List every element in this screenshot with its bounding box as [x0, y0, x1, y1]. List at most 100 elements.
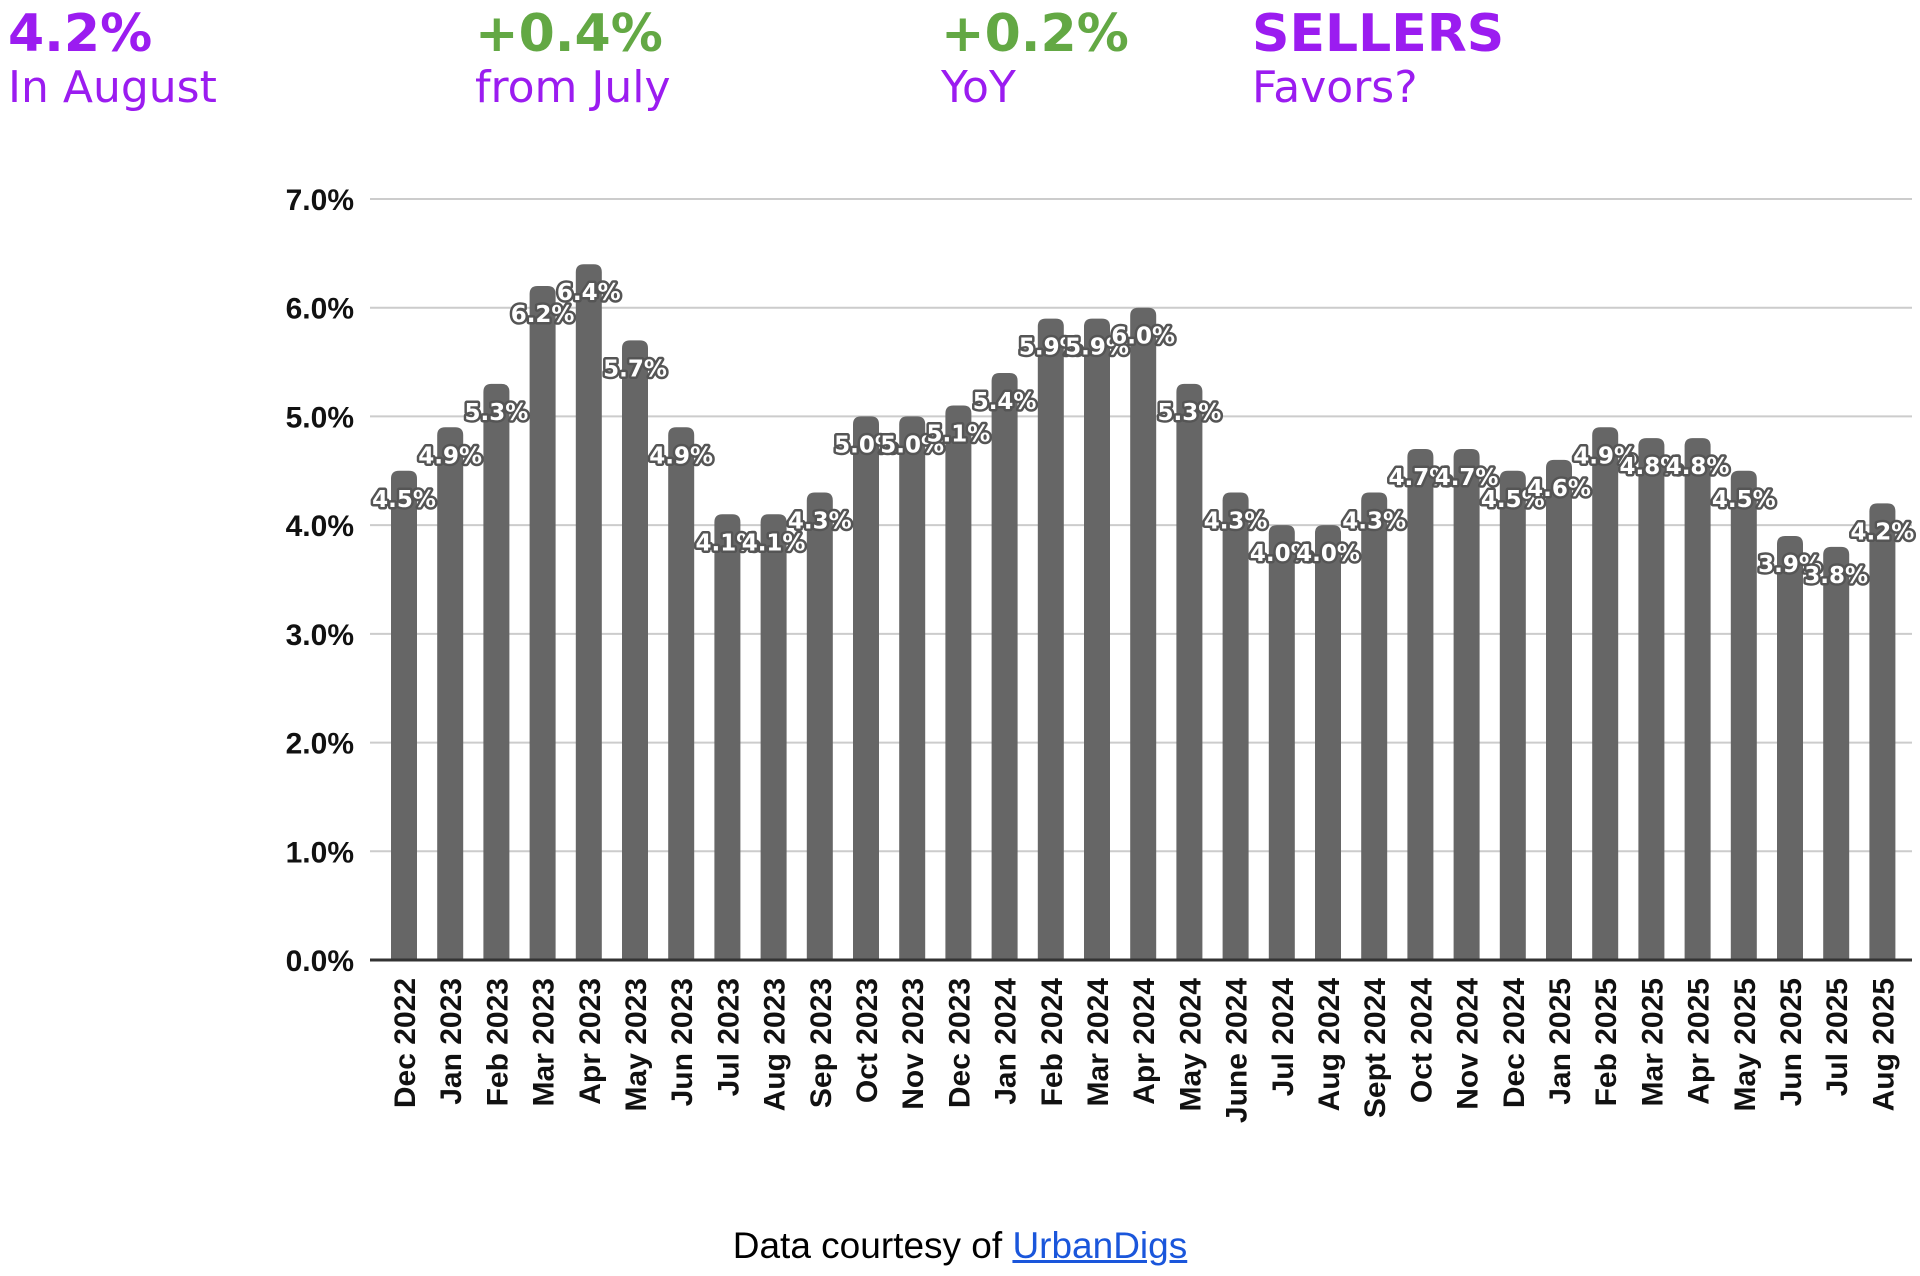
data-label: 4.5% [372, 487, 436, 513]
x-tick-label: Dec 2023 [943, 978, 976, 1108]
data-label: 5.4% [973, 389, 1037, 415]
x-tick-label: Aug 2025 [1867, 978, 1900, 1111]
data-label: 3.8% [1804, 563, 1868, 589]
data-label: 4.3% [1342, 509, 1406, 535]
x-tick-label: Nov 2024 [1452, 978, 1485, 1110]
data-label: 5.0% [834, 432, 898, 458]
x-tick-label: Jan 2023 [435, 978, 468, 1105]
data-label: 4.2% [1851, 519, 1915, 545]
bar [806, 492, 833, 960]
x-tick-label: June 2024 [1221, 978, 1254, 1123]
x-tick-label: Mar 2024 [1082, 978, 1115, 1107]
stat-yoy-change: +0.2% YoY [941, 6, 1129, 114]
bar [1084, 318, 1110, 961]
bar [1453, 449, 1480, 960]
data-label: 4.9% [649, 443, 713, 469]
data-label: 4.3% [788, 509, 852, 535]
bar [1037, 318, 1064, 961]
y-tick-label: 2.0% [286, 728, 354, 761]
x-tick-label: Jan 2025 [1544, 978, 1577, 1105]
stat-label: from July [475, 62, 671, 113]
bar [1268, 525, 1295, 960]
bar [1546, 459, 1572, 960]
bar [760, 514, 787, 960]
data-label: 4.9% [1573, 443, 1637, 469]
y-tick-label: 7.0% [286, 184, 354, 217]
bar [1499, 470, 1526, 960]
x-tick-label: Feb 2023 [481, 978, 514, 1106]
stat-value: +0.4% [475, 4, 663, 64]
bar [945, 405, 972, 960]
data-label: 5.9% [1019, 335, 1083, 361]
data-label: 4.1% [696, 530, 760, 556]
x-tick-label: May 2023 [620, 978, 653, 1111]
data-label: 4.5% [1481, 487, 1545, 513]
data-label: 4.3% [1204, 509, 1268, 535]
stat-market-favor: SELLERS Favors? [1252, 6, 1504, 114]
bar [1130, 307, 1157, 960]
x-tick-label: Aug 2023 [759, 978, 792, 1111]
stat-label: In August [8, 62, 217, 113]
y-tick-label: 1.0% [286, 836, 354, 869]
bars [391, 264, 1896, 961]
x-tick-label: Feb 2025 [1590, 978, 1623, 1106]
x-tick-label: Jul 2025 [1821, 978, 1854, 1096]
urbandigs-link[interactable]: UrbanDigs [1012, 1225, 1188, 1266]
x-tick-label: Dec 2024 [1498, 978, 1531, 1108]
data-label: 5.3% [1158, 400, 1222, 426]
data-label: 6.2% [511, 302, 575, 328]
y-tick-label: 0.0% [286, 945, 354, 978]
bar [529, 285, 556, 960]
data-label: 4.0% [1296, 541, 1360, 567]
x-tick-label: May 2025 [1729, 978, 1762, 1111]
x-tick-label: Jul 2024 [1267, 978, 1300, 1097]
bar [1222, 492, 1249, 960]
x-tick-label: Mar 2023 [528, 978, 561, 1106]
x-tick-label: Feb 2024 [1036, 978, 1069, 1107]
data-label: 5.7% [603, 356, 667, 382]
y-tick-label: 4.0% [286, 510, 354, 543]
bar [1361, 492, 1388, 960]
data-label: 4.7% [1435, 465, 1499, 491]
x-tick-label: Dec 2022 [389, 978, 422, 1108]
bar [714, 514, 741, 960]
data-label: 6.4% [557, 280, 621, 306]
bar [668, 427, 695, 960]
stat-monthly-change: +0.4% from July [475, 6, 671, 114]
data-label: 5.1% [927, 422, 991, 448]
x-tick-label: Jun 2025 [1775, 978, 1808, 1106]
stat-value: +0.2% [941, 4, 1129, 64]
data-label: 5.3% [465, 400, 529, 426]
x-tick-label: Aug 2024 [1313, 978, 1346, 1112]
stat-label: YoY [941, 62, 1016, 113]
data-label: 5.0% [880, 432, 944, 458]
x-tick-label: May 2024 [1174, 978, 1207, 1112]
data-label: 6.0% [1111, 324, 1175, 350]
x-axis-ticks: Dec 2022 Jan 2023 Feb 2023 Mar 2023 Apr 2023… [389, 978, 1900, 1123]
stat-value: 4.2% [8, 4, 153, 64]
bar [1730, 470, 1757, 960]
credit-text: Data courtesy of [732, 1225, 1013, 1266]
bar [622, 340, 648, 960]
stat-label: Favors? [1252, 62, 1418, 113]
bar [1407, 449, 1434, 960]
bar [1869, 503, 1896, 960]
bar [1777, 536, 1803, 960]
bar [1315, 525, 1341, 960]
x-tick-label: Apr 2025 [1683, 978, 1716, 1105]
x-tick-label: Oct 2024 [1405, 978, 1438, 1103]
x-tick-label: Sept 2024 [1359, 978, 1392, 1118]
data-labels: 4.5%4.9%5.3%6.2%6.4%5.7%4.9%4.1%4.1%4.3%… [370, 278, 1917, 592]
data-label: 4.7% [1389, 465, 1453, 491]
y-tick-label: 3.0% [286, 619, 354, 652]
y-tick-label: 5.0% [286, 401, 354, 434]
x-tick-label: Nov 2023 [897, 978, 930, 1110]
bar [1823, 546, 1850, 960]
data-label: 4.5% [1712, 487, 1776, 513]
data-label: 4.9% [418, 443, 482, 469]
data-credit: Data courtesy of UrbanDigs [0, 1225, 1920, 1267]
bar [437, 427, 464, 960]
bar [899, 416, 926, 960]
stat-value: SELLERS [1252, 4, 1505, 64]
